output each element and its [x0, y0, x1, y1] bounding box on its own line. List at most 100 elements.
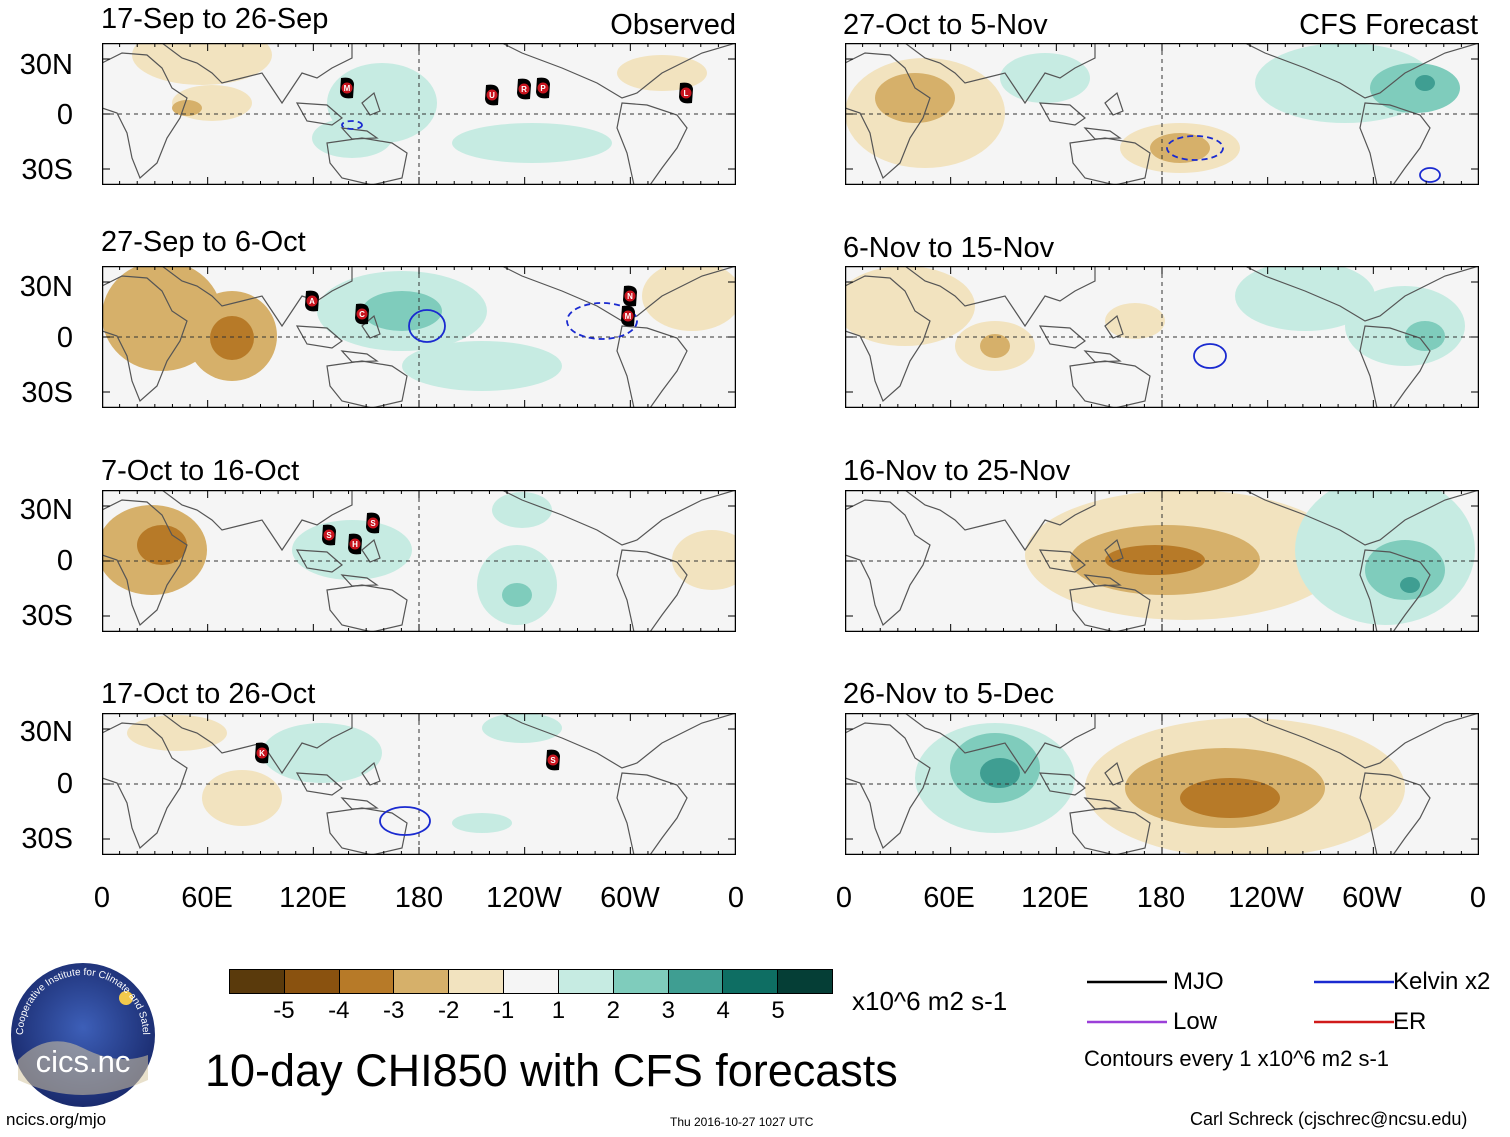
chi-anomaly-shading: [980, 334, 1010, 358]
coastline: [1038, 314, 1124, 363]
chi-anomaly-shading: [845, 266, 975, 346]
chi-anomaly-shading: [137, 525, 187, 565]
map-panel: [845, 713, 1479, 855]
colorbar-tick-label: 1: [551, 997, 566, 1024]
coastline: [1038, 91, 1124, 140]
footer-url: ncics.org/mjo: [6, 1110, 107, 1129]
lon-label: 180: [1136, 882, 1186, 914]
colorbar-swatch: [667, 970, 723, 993]
storm-letter: U: [489, 91, 495, 100]
colorbar-tick-label: 2: [606, 997, 621, 1024]
lat-label: 30S: [21, 600, 73, 632]
lat-label: 30N: [19, 494, 73, 526]
coastline: [616, 772, 688, 855]
storm-marker: C: [355, 303, 369, 325]
legend-label-low: Low: [1173, 1008, 1218, 1035]
chi-anomaly-shading: [202, 770, 282, 826]
chi-anomaly-shading: [172, 100, 202, 116]
kelvin-contour: [379, 806, 431, 836]
lon-label: 120E: [279, 882, 347, 914]
coastline: [326, 807, 408, 855]
coastline: [161, 490, 353, 552]
chi-anomaly-shading: [402, 341, 562, 391]
chi-anomaly-shading: [362, 291, 442, 331]
chi-anomaly-shading: [642, 266, 736, 331]
coastline: [326, 137, 408, 185]
legend-line-kelvin: [1314, 980, 1394, 984]
coastline: [1244, 266, 1479, 322]
coastline: [1069, 807, 1151, 855]
map-panel: MUR PL: [102, 43, 736, 185]
lat-label: 0: [56, 99, 73, 131]
chi-anomaly-shading: [672, 530, 736, 590]
coastline: [1069, 584, 1151, 632]
storm-letter: S: [550, 756, 556, 765]
coastline: [616, 549, 688, 632]
footer-author: Carl Schreck (cjschrec@ncsu.edu): [1190, 1109, 1468, 1129]
chi-anomaly-shading: [502, 583, 532, 607]
lat-label: 30S: [21, 377, 73, 409]
colorbar-swatch: [283, 970, 339, 993]
storm-marker: A: [305, 290, 319, 312]
kelvin-contour: [1419, 167, 1441, 183]
colorbar-tick-label: -4: [328, 997, 350, 1024]
coastline: [161, 43, 353, 105]
panel-title: 26-Nov to 5-Dec: [843, 678, 1055, 710]
chi-anomaly-shading: [262, 723, 382, 783]
lon-label: 0: [835, 882, 853, 914]
lon-label: 0: [1469, 882, 1487, 914]
map-panel: A C N M: [102, 266, 736, 408]
chi-anomaly-shading: [980, 758, 1020, 788]
panel-title: 27-Sep to 6-Oct: [101, 226, 306, 258]
coastline: [295, 761, 381, 810]
panel-title: 16-Nov to 25-Nov: [843, 455, 1071, 487]
coastline: [326, 584, 408, 632]
storm-letter: H: [352, 540, 358, 549]
storm-letter: L: [684, 89, 689, 98]
coastline: [1038, 538, 1124, 587]
map-panel: S H S: [102, 490, 736, 632]
lon-label: 0: [93, 882, 111, 914]
chi-anomaly-shading: [452, 813, 512, 833]
legend-line-mjo: [1087, 980, 1167, 984]
kelvin-contour: [566, 302, 638, 340]
coastline: [1359, 772, 1431, 855]
storm-letter: M: [344, 84, 351, 93]
storm-marker: U: [485, 84, 499, 106]
lat-label: 0: [56, 768, 73, 800]
logo-sun: [119, 991, 133, 1005]
colorbar-tick-label: -2: [437, 997, 460, 1024]
colorbar-swatch: [393, 970, 449, 993]
coastline: [102, 52, 188, 180]
coastline: [1038, 761, 1124, 810]
chi-anomaly-shading: [452, 123, 612, 163]
coastline: [1069, 360, 1151, 408]
lon-label: 120W: [1228, 882, 1304, 914]
lat-label: 30S: [21, 154, 73, 186]
main-title: 10-day CHI850 with CFS forecasts: [205, 1045, 898, 1096]
colorbar-tick-label: 3: [661, 997, 675, 1024]
chi-anomaly-shading: [210, 316, 254, 360]
panel-title: 27-Oct to 5-Nov: [843, 9, 1048, 41]
colorbar-swatch: [503, 970, 558, 993]
storm-letter: A: [309, 297, 315, 306]
map-panel: [845, 490, 1479, 632]
map-panel: [845, 43, 1479, 185]
colorbar-tick-label: -1: [492, 997, 515, 1024]
colorbar-swatch: [612, 970, 668, 993]
chi-anomaly-shading: [1370, 63, 1460, 113]
colorbar-swatch: [777, 970, 832, 993]
lon-label: 120E: [1021, 882, 1089, 914]
observed-tag: Observed: [610, 9, 736, 41]
coastline: [295, 91, 381, 140]
lon-label: 60W: [1342, 882, 1402, 914]
chi-anomaly-shading: [482, 713, 562, 743]
kelvin-contour: [408, 309, 446, 343]
coastline: [161, 713, 353, 775]
storm-letter: P: [540, 84, 546, 93]
legend-line-low: [1087, 1020, 1167, 1024]
chi-anomaly-shading: [1180, 778, 1280, 818]
chi-anomaly-shading: [875, 73, 955, 123]
chi-anomaly-shading: [1345, 286, 1465, 366]
chi-anomaly-shading: [312, 118, 392, 158]
